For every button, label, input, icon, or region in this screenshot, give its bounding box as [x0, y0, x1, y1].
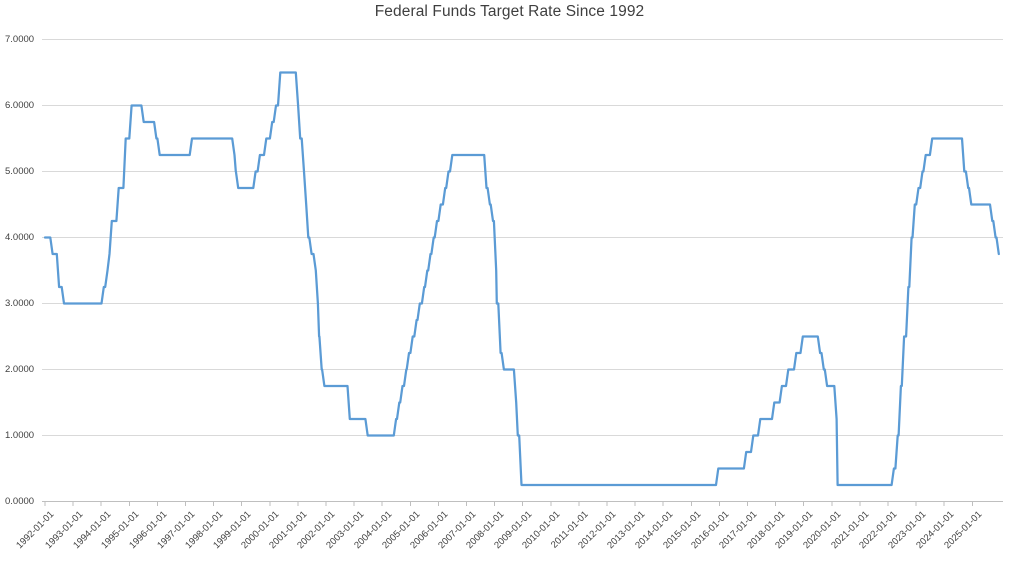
y-tick-label: 3.0000 [5, 297, 35, 309]
y-tick-label: 0.0000 [5, 495, 35, 507]
rate-line-series [43, 71, 1000, 487]
y-tick-label: 1.0000 [5, 429, 35, 441]
y-tick-label: 6.0000 [5, 99, 35, 111]
chart-title: Federal Funds Target Rate Since 1992 [374, 3, 645, 20]
y-tick-label: 4.0000 [5, 231, 35, 243]
y-tick-label: 5.0000 [5, 165, 35, 177]
y-tick-label: 2.0000 [5, 363, 35, 375]
y-tick-label: 7.0000 [5, 33, 35, 45]
